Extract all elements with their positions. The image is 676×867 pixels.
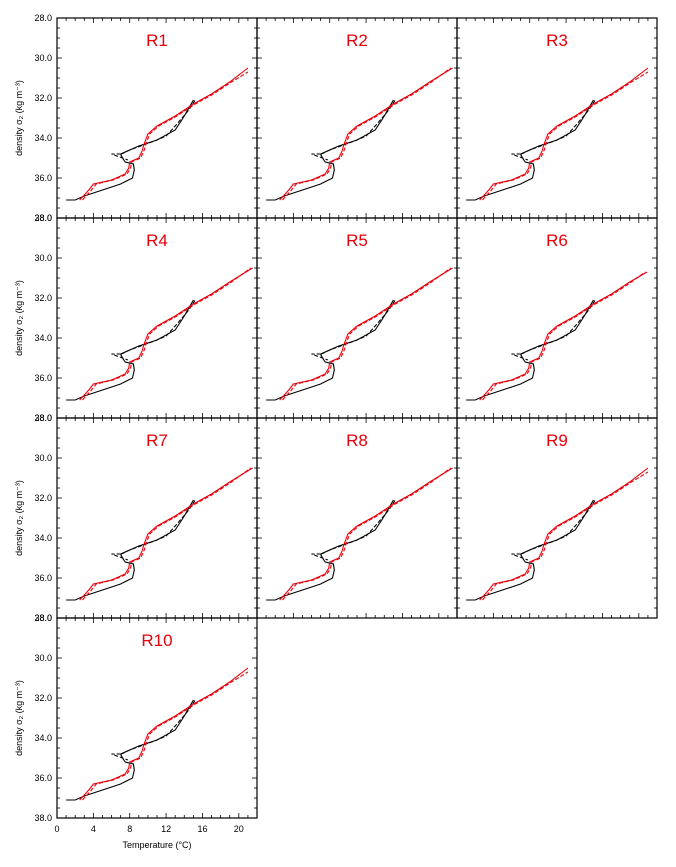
y-axis-title: density σ₂ (kg m⁻³): [14, 480, 24, 556]
series-line-black-dashed: [111, 353, 129, 361]
y-axis-title: density σ₂ (kg m⁻³): [14, 680, 24, 756]
series-line-red-solid: [79, 467, 253, 601]
y-tick-label: 34.0: [34, 133, 52, 143]
x-axis-title: Temperature (°C): [122, 840, 191, 850]
series-line-black-dashed: [511, 153, 529, 161]
series-line-red-dashed: [282, 67, 451, 201]
series-line-red-dashed: [282, 267, 451, 401]
series-line-red-dashed: [482, 71, 649, 201]
series-line-red-dashed: [282, 467, 451, 601]
series-line-red-dashed: [82, 671, 249, 801]
panel-title: R1: [146, 31, 168, 50]
series-line-black-dashed: [521, 299, 596, 355]
series-line-red-solid: [279, 67, 453, 201]
panel-r3: R3: [456, 17, 658, 219]
series-line-black-dashed: [121, 499, 196, 555]
panel-r2: R2: [256, 17, 458, 219]
y-tick-label: 28.0: [34, 413, 52, 423]
x-tick-label: 4: [91, 824, 96, 834]
series-line-black-dashed: [321, 99, 396, 155]
series-line-black-dashed: [111, 153, 129, 161]
panel-r9: R9: [456, 417, 658, 619]
series-line-red-dashed: [82, 267, 251, 401]
panel-title: R2: [346, 31, 368, 50]
y-tick-label: 34.0: [34, 333, 52, 343]
y-tick-label: 32.0: [34, 93, 52, 103]
y-tick-label: 30.0: [34, 453, 52, 463]
panel-title: R7: [146, 431, 168, 450]
panel-title: R6: [546, 231, 568, 250]
panel-title: R9: [546, 431, 568, 450]
y-axis-title: density σ₂ (kg m⁻³): [14, 80, 24, 156]
labels-layer: 28.0 30.0 32.0 34.0 36.0 38.0 density σ₂ (kg m…: [14, 13, 244, 850]
series-line-red-dashed: [482, 271, 646, 401]
panel-title: R4: [146, 231, 168, 250]
panel-r8: R8: [256, 417, 458, 619]
series-line-red-solid: [79, 267, 253, 401]
series-line-black-dashed: [521, 499, 596, 555]
y-tick-label: 36.0: [34, 373, 52, 383]
y-tick-label: 28.0: [34, 613, 52, 623]
series-line-red-dashed: [82, 71, 249, 201]
panel-r7: R7: [56, 417, 258, 619]
series-line-black-dashed: [311, 353, 329, 361]
panel-r5: R5: [256, 217, 458, 419]
y-tick-label: 30.0: [34, 53, 52, 63]
series-line-black-dashed: [111, 553, 129, 561]
x-tick-label: 0: [54, 824, 59, 834]
series-line-red-solid: [279, 467, 453, 601]
y-axis-title: density σ₂ (kg m⁻³): [14, 280, 24, 356]
series-line-black-dashed: [121, 99, 196, 155]
panel-r4: R4: [56, 217, 258, 419]
y-tick-label: 38.0: [34, 213, 52, 223]
series-line-black-dashed: [521, 99, 596, 155]
panels-layer: R1 R2 R3 R4 R5 R6 R7 R8 R9 R10: [56, 17, 658, 819]
series-line-black-dashed: [321, 499, 396, 555]
x-tick-label: 12: [161, 824, 171, 834]
x-tick-label: 20: [234, 824, 244, 834]
series-line-red-dashed: [82, 467, 251, 601]
y-tick-label: 32.0: [34, 693, 52, 703]
y-tick-label: 36.0: [34, 173, 52, 183]
series-line-black-dashed: [511, 353, 529, 361]
panel-r6: R6: [456, 217, 658, 419]
series-line-red-dashed: [482, 471, 649, 601]
panel-r1: R1: [56, 17, 258, 219]
y-tick-label: 30.0: [34, 653, 52, 663]
panel-r10: R10: [56, 617, 258, 819]
panel-title: R10: [141, 631, 172, 650]
series-line-black-dashed: [121, 699, 196, 755]
y-tick-label: 36.0: [34, 573, 52, 583]
y-tick-label: 38.0: [34, 413, 52, 423]
series-line-black-dashed: [311, 153, 329, 161]
series-line-black-dashed: [111, 753, 129, 761]
y-tick-label: 28.0: [34, 13, 52, 23]
series-line-black-dashed: [511, 553, 529, 561]
series-line-black-dashed: [311, 553, 329, 561]
y-tick-label: 32.0: [34, 493, 52, 503]
series-line-red-solid: [279, 267, 453, 401]
y-tick-label: 30.0: [34, 253, 52, 263]
y-tick-label: 34.0: [34, 533, 52, 543]
y-tick-label: 34.0: [34, 733, 52, 743]
x-tick-label: 8: [127, 824, 132, 834]
series-line-black-dashed: [121, 299, 196, 355]
series-line-black-dashed: [321, 299, 396, 355]
y-tick-label: 36.0: [34, 773, 52, 783]
panel-title: R3: [546, 31, 568, 50]
panel-title: R8: [346, 431, 368, 450]
y-tick-label: 28.0: [34, 213, 52, 223]
x-tick-label: 16: [197, 824, 207, 834]
y-tick-label: 38.0: [34, 613, 52, 623]
panel-title: R5: [346, 231, 368, 250]
y-tick-label: 32.0: [34, 293, 52, 303]
y-tick-label: 38.0: [34, 813, 52, 823]
